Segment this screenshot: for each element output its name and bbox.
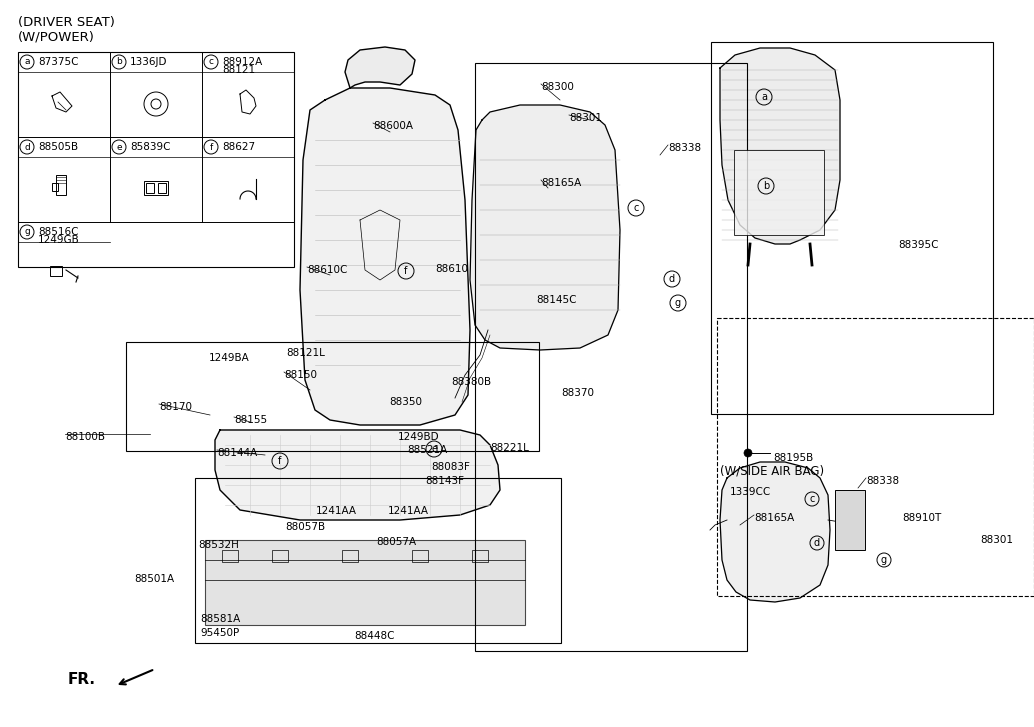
- Bar: [144, 181, 168, 195]
- Text: 88300: 88300: [541, 82, 574, 92]
- Text: 87375C: 87375C: [38, 57, 79, 67]
- Text: e: e: [116, 142, 122, 151]
- Text: 88501A: 88501A: [134, 574, 174, 584]
- Text: 88170: 88170: [159, 402, 192, 412]
- Text: d: d: [669, 274, 675, 284]
- Polygon shape: [215, 430, 500, 520]
- Text: 88380B: 88380B: [451, 377, 491, 387]
- Text: 88532H: 88532H: [197, 540, 239, 550]
- Text: 88581A: 88581A: [200, 614, 240, 624]
- Text: 85839C: 85839C: [130, 142, 171, 152]
- Bar: [52, 183, 58, 191]
- Text: 88627: 88627: [222, 142, 255, 152]
- Text: 88600A: 88600A: [373, 121, 413, 131]
- Text: g: g: [24, 228, 30, 236]
- Bar: [56, 175, 66, 195]
- Bar: [126, 342, 539, 451]
- Text: 88338: 88338: [866, 476, 900, 486]
- Text: 88165A: 88165A: [541, 178, 581, 188]
- Text: b: b: [116, 57, 122, 66]
- Text: 88100B: 88100B: [65, 432, 105, 442]
- Bar: [342, 550, 358, 562]
- Text: 95450P: 95450P: [200, 628, 239, 638]
- Bar: [835, 490, 865, 550]
- Text: 88121: 88121: [222, 65, 255, 75]
- Text: FR.: FR.: [68, 672, 96, 687]
- Bar: [195, 478, 561, 643]
- Bar: [412, 550, 428, 562]
- Text: 88910T: 88910T: [902, 513, 941, 523]
- Text: e: e: [431, 444, 437, 454]
- Text: d: d: [24, 142, 30, 151]
- Text: g: g: [881, 555, 887, 565]
- Polygon shape: [345, 47, 415, 88]
- Bar: [475, 63, 747, 651]
- Bar: [272, 550, 288, 562]
- Text: 1241AA: 1241AA: [388, 506, 429, 516]
- Bar: [711, 42, 993, 414]
- Text: f: f: [404, 266, 407, 276]
- Bar: [472, 550, 488, 562]
- Text: 88301: 88301: [569, 113, 602, 123]
- Text: 88610: 88610: [435, 264, 468, 274]
- Text: 88195B: 88195B: [773, 453, 814, 463]
- Text: b: b: [763, 181, 769, 191]
- Bar: [18, 52, 294, 267]
- Text: g: g: [675, 298, 681, 308]
- Text: 88505B: 88505B: [38, 142, 79, 152]
- Polygon shape: [720, 48, 840, 244]
- Text: 88395C: 88395C: [898, 240, 939, 250]
- Text: 88165A: 88165A: [754, 513, 794, 523]
- Text: 88143F: 88143F: [425, 476, 464, 486]
- Text: 88448C: 88448C: [354, 631, 395, 641]
- Text: d: d: [814, 538, 820, 548]
- Text: (DRIVER SEAT): (DRIVER SEAT): [18, 16, 115, 29]
- Text: a: a: [24, 57, 30, 66]
- Text: a: a: [761, 92, 767, 102]
- Text: 88221L: 88221L: [490, 443, 528, 453]
- Text: 88370: 88370: [561, 388, 594, 398]
- Circle shape: [744, 449, 752, 457]
- Text: f: f: [278, 456, 281, 466]
- Text: 88338: 88338: [668, 143, 701, 153]
- Text: 1336JD: 1336JD: [130, 57, 168, 67]
- Bar: [222, 550, 238, 562]
- Bar: [50, 266, 62, 276]
- Text: 88145C: 88145C: [536, 295, 577, 305]
- Text: 1241AA: 1241AA: [316, 506, 357, 516]
- Bar: [146, 183, 154, 193]
- Text: 1249BA: 1249BA: [209, 353, 250, 363]
- Polygon shape: [720, 462, 830, 602]
- Text: 88155: 88155: [234, 415, 267, 425]
- Text: (W/POWER): (W/POWER): [18, 30, 95, 43]
- Bar: [734, 150, 824, 235]
- Text: 88083F: 88083F: [431, 462, 469, 472]
- Text: 88150: 88150: [284, 370, 317, 380]
- Text: 88301: 88301: [980, 535, 1013, 545]
- Bar: [717, 318, 1034, 596]
- Text: f: f: [209, 142, 213, 151]
- Text: c: c: [633, 203, 639, 213]
- Bar: [205, 540, 525, 625]
- Text: 1249BD: 1249BD: [398, 432, 439, 442]
- Polygon shape: [300, 88, 470, 425]
- Text: 88521A: 88521A: [407, 445, 448, 455]
- Text: 88121L: 88121L: [286, 348, 325, 358]
- Text: 88610C: 88610C: [307, 265, 347, 275]
- Bar: [158, 183, 166, 193]
- Text: 88057B: 88057B: [285, 522, 325, 532]
- Text: 88912A: 88912A: [222, 57, 263, 67]
- Text: 88350: 88350: [389, 397, 422, 407]
- Text: (W/SIDE AIR BAG): (W/SIDE AIR BAG): [720, 464, 824, 477]
- Text: 1249GB: 1249GB: [38, 235, 80, 245]
- Text: c: c: [810, 494, 815, 504]
- Text: 88144A: 88144A: [217, 448, 257, 458]
- Polygon shape: [470, 105, 620, 350]
- Text: 88516C: 88516C: [38, 227, 79, 237]
- Text: c: c: [209, 57, 213, 66]
- Text: 1339CC: 1339CC: [730, 487, 771, 497]
- Text: 88057A: 88057A: [376, 537, 416, 547]
